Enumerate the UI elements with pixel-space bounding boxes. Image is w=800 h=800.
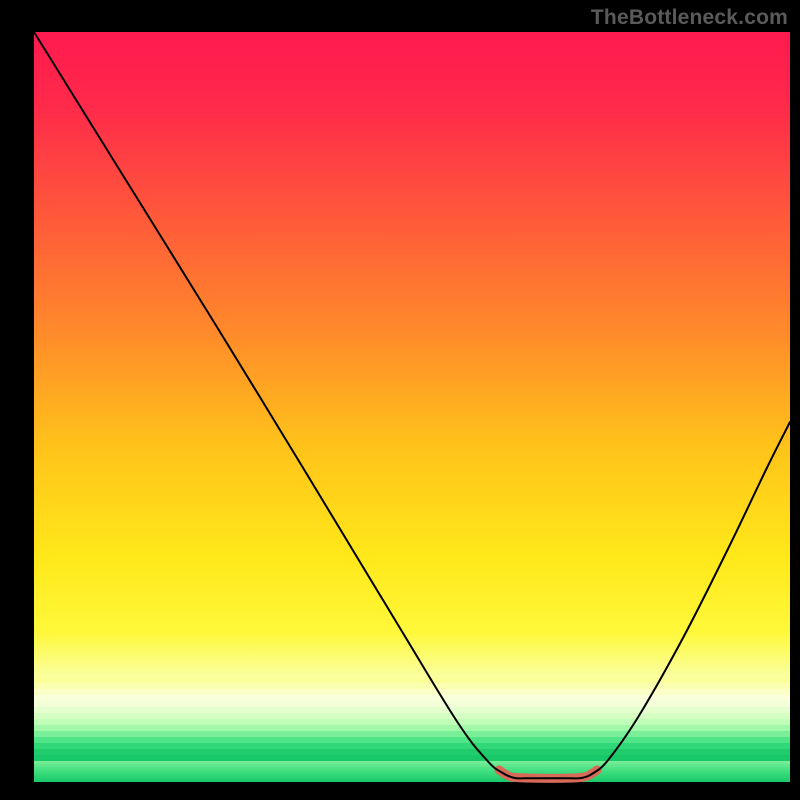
watermark-text: TheBottleneck.com <box>591 6 788 30</box>
gradient-bands <box>34 677 790 761</box>
gradient-background <box>34 32 790 782</box>
chart-svg <box>0 0 800 800</box>
bottleneck-chart: TheBottleneck.com <box>0 0 800 800</box>
